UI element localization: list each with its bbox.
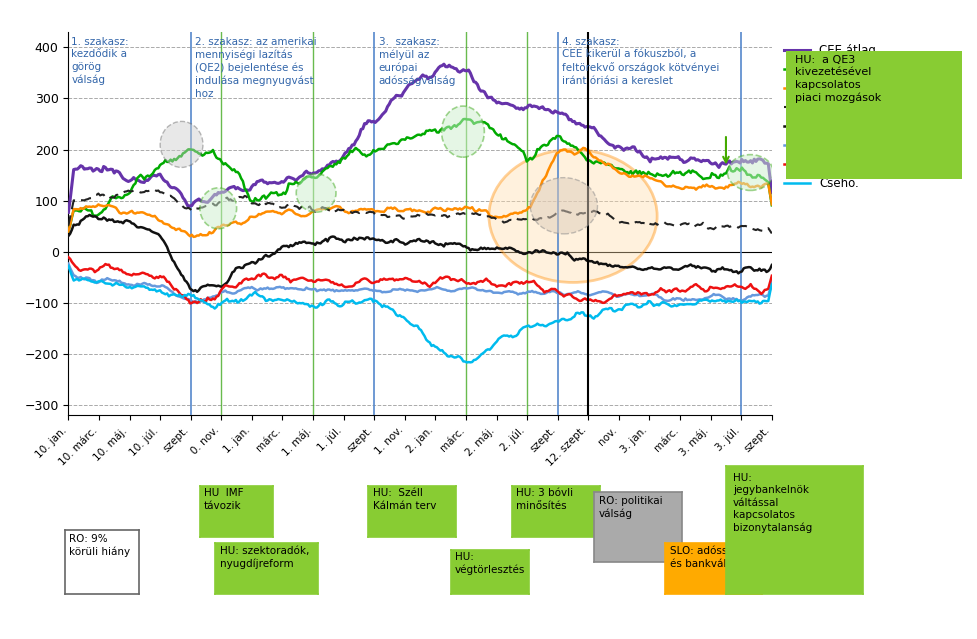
Text: HU  IMF
távozik: HU IMF távozik <box>203 488 243 511</box>
Ellipse shape <box>200 188 236 229</box>
Ellipse shape <box>160 121 203 167</box>
Text: HU: szektoradók,
nyugdíjreform: HU: szektoradók, nyugdíjreform <box>221 546 310 569</box>
Text: SLO: adósság
és bankválság: SLO: adósság és bankválság <box>669 546 744 569</box>
Text: RO: politikai
válság: RO: politikai válság <box>599 496 662 519</box>
Text: HU:  Széll
Kálmán terv: HU: Széll Kálmán terv <box>372 488 436 511</box>
Text: 1. szakasz:
kezdődik a
görög
válság: 1. szakasz: kezdődik a görög válság <box>71 37 129 85</box>
Ellipse shape <box>531 178 598 234</box>
Text: HU:  a QE3
kivezetésével
kapcsolatos
piaci mozgások: HU: a QE3 kivezetésével kapcsolatos piac… <box>795 55 881 103</box>
Text: HU:
jegybankelnök
váltással
kapcsolatos
bizonytalanság: HU: jegybankelnök váltással kapcsolatos … <box>733 473 812 533</box>
Text: 2. szakasz: az amerikai
mennyiségi lazítás
(QE2) bejelentése és
indulása megnyug: 2. szakasz: az amerikai mennyiségi lazít… <box>195 37 317 98</box>
Ellipse shape <box>488 150 658 282</box>
Text: RO: 9%
körüli hiány: RO: 9% körüli hiány <box>69 534 130 557</box>
Text: HU:
végtörlesztés: HU: végtörlesztés <box>454 551 525 575</box>
Ellipse shape <box>296 174 336 212</box>
Ellipse shape <box>728 155 774 190</box>
Text: 4. szakasz:
CEE kikerül a fókuszból, a
feltörekvő országok kötvényei
iránt óriás: 4. szakasz: CEE kikerül a fókuszból, a f… <box>563 37 720 86</box>
Text: HU: 3 bóvli
minősítés: HU: 3 bóvli minősítés <box>516 488 573 511</box>
Ellipse shape <box>442 106 485 157</box>
Legend: CEE átlag, Magyarország, Szlovénia, Románia, Bulgária, Szlovákia, Lengyelország,: CEE átlag, Magyarország, Szlovénia, Romá… <box>779 40 910 194</box>
Text: 3.  szakasz:
mélyül az
európai
adósságválság: 3. szakasz: mélyül az európai adósságvál… <box>379 37 456 86</box>
